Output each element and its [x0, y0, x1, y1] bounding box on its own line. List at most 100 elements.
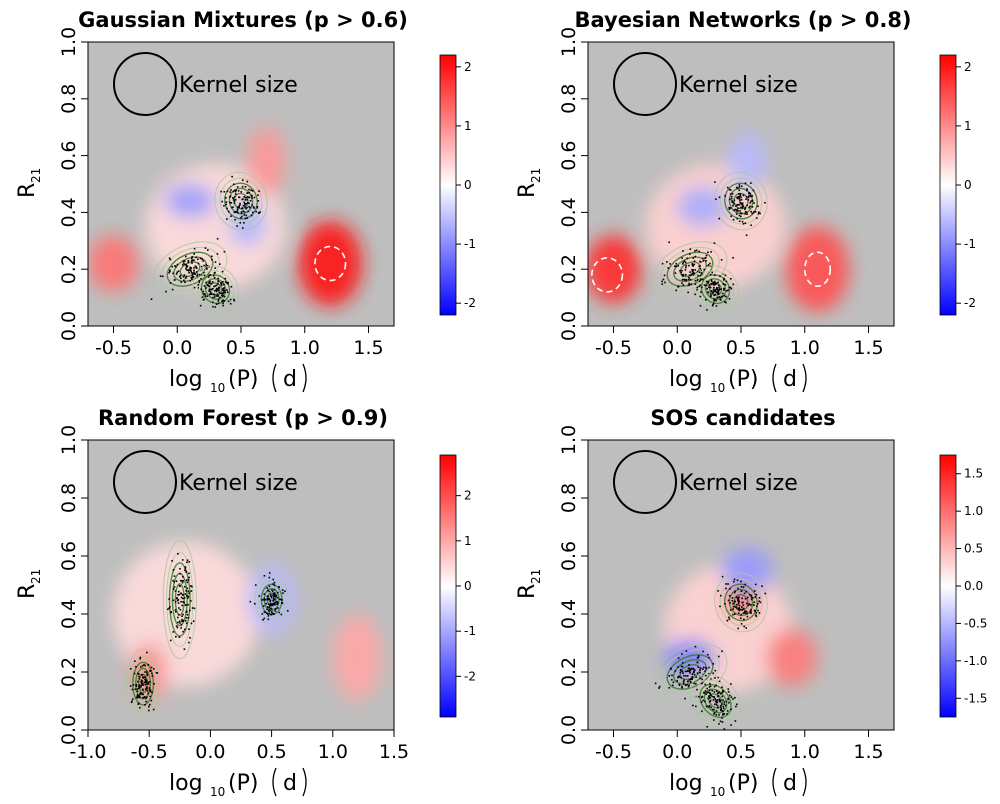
x-axis-label: log 10 (P) d	[669, 363, 807, 395]
y-tick-label: 0.2	[58, 254, 80, 284]
heat-region	[164, 184, 216, 219]
panel-4: Kernel size SOS candidates -0.5 0.0 0.5 1.0 1.…	[515, 406, 987, 799]
panel-3: Kernel size Random Forest (p > 0.9) -1.0 -0…	[15, 406, 476, 799]
svg-text:10: 10	[710, 785, 725, 799]
svg-text:21: 21	[29, 569, 43, 584]
kernel-size-circle	[113, 450, 177, 514]
y-tick-label: 0.4	[58, 599, 80, 629]
candidate-points	[714, 181, 766, 237]
y-tick-label: 0.0	[558, 715, 580, 745]
svg-text:R: R	[515, 584, 540, 599]
x-tick-label: 1.0	[290, 337, 320, 359]
y-axis-label: R21	[15, 168, 43, 198]
heat-region	[677, 186, 729, 227]
heat-region	[664, 640, 716, 675]
svg-text:21: 21	[29, 168, 43, 183]
panel-title: Bayesian Networks (p > 0.8)	[574, 8, 911, 32]
heat-region	[588, 235, 642, 304]
colorbar-tick-label: 1	[464, 119, 472, 133]
y-tick-label: 0.6	[558, 541, 580, 571]
heat-region	[785, 226, 850, 312]
x-tick-label: 1.0	[318, 741, 348, 763]
colorbar-tick-label: -2	[964, 296, 976, 310]
y-tick-label: 0.2	[558, 657, 580, 687]
x-tick-label: 1.5	[353, 337, 383, 359]
candidate-points	[654, 645, 723, 700]
svg-text:(P): (P)	[728, 367, 758, 392]
colorbar-tick-label: -1.5	[964, 691, 987, 705]
panel-2: Kernel size Bayesian Networks (p > 0.8) -0…	[515, 8, 976, 395]
kernel-size-label: Kernel size	[179, 471, 298, 496]
x-tick-label: 0.0	[662, 741, 692, 763]
y-axis-label: R21	[515, 168, 543, 198]
colorbar-tick-label: -2	[464, 296, 476, 310]
svg-text:log: log	[169, 771, 203, 796]
x-tick-label: 0.5	[726, 337, 756, 359]
svg-text:d: d	[283, 771, 297, 796]
panel-1: Kernel size Gaussian Mixtures (p > 0.6) -0…	[15, 8, 476, 395]
x-tick-label: 0.0	[162, 337, 192, 359]
colorbar-tick-label: -1	[464, 237, 476, 251]
y-tick-label: 0.8	[558, 84, 580, 114]
x-tick-label: -0.5	[131, 741, 168, 763]
candidate-points	[249, 572, 289, 621]
plot-frame	[87, 439, 395, 731]
dashed-contour	[591, 257, 624, 293]
density-contour	[652, 241, 728, 298]
y-tick-label: 0.0	[58, 715, 80, 745]
x-tick-label: 1.5	[379, 741, 409, 763]
svg-text:R: R	[15, 183, 40, 198]
x-tick-label: 1.5	[853, 337, 883, 359]
x-tick-label: -1.0	[69, 741, 106, 763]
candidate-points	[190, 261, 236, 308]
svg-text:(P): (P)	[228, 771, 258, 796]
y-tick-label: 1.0	[58, 425, 80, 455]
kernel-size-circle	[113, 52, 177, 116]
colorbar-tick-label: 0	[964, 178, 972, 192]
y-axis-label: R21	[515, 569, 543, 599]
heat-region	[721, 547, 773, 594]
svg-text:d: d	[783, 367, 797, 392]
colorbar-tick-label: -1.0	[964, 654, 987, 668]
y-tick-label: 0.8	[558, 483, 580, 513]
svg-text:R: R	[15, 584, 40, 599]
svg-text:10: 10	[210, 785, 225, 799]
y-tick-label: 0.2	[58, 657, 80, 687]
colorbar-tick-label: -1	[964, 237, 976, 251]
svg-text:d: d	[283, 367, 297, 392]
dashed-contour	[803, 251, 832, 288]
candidate-points	[220, 175, 261, 229]
svg-text:(P): (P)	[728, 771, 758, 796]
x-tick-label: 1.5	[853, 741, 883, 763]
colorbar-tick-label: 0	[464, 178, 472, 192]
svg-text:log: log	[669, 771, 703, 796]
y-tick-label: 0.0	[58, 311, 80, 341]
svg-text:d: d	[783, 771, 797, 796]
heat-region	[728, 132, 767, 190]
heat-region	[298, 220, 363, 307]
panel-title: Gaussian Mixtures (p > 0.6)	[78, 8, 408, 32]
colorbar-tick-label: -2	[464, 669, 476, 683]
x-axis-label: log 10 (P) d	[669, 767, 807, 799]
candidate-points	[694, 271, 735, 311]
y-tick-label: 0.4	[558, 599, 580, 629]
kernel-size-circle	[613, 450, 677, 514]
y-tick-label: 1.0	[58, 27, 80, 57]
colorbar	[939, 54, 957, 316]
colorbar-tick-label: 0.0	[964, 579, 983, 593]
heat-region	[247, 127, 286, 196]
candidate-points	[717, 575, 767, 630]
svg-text:R: R	[515, 183, 540, 198]
colorbar	[439, 54, 457, 316]
colorbar-tick-label: 0.5	[964, 542, 983, 556]
svg-text:10: 10	[710, 381, 725, 395]
x-axis-label: log 10 (P) d	[169, 767, 307, 799]
colorbar-tick-label: 2	[964, 60, 972, 74]
x-tick-label: 0.5	[226, 337, 256, 359]
colorbar	[439, 454, 457, 718]
y-tick-label: 0.4	[558, 197, 580, 227]
colorbar-tick-label: -1	[464, 624, 476, 638]
colorbar-tick-label: -0.5	[964, 616, 987, 630]
kernel-size-label: Kernel size	[179, 73, 298, 98]
